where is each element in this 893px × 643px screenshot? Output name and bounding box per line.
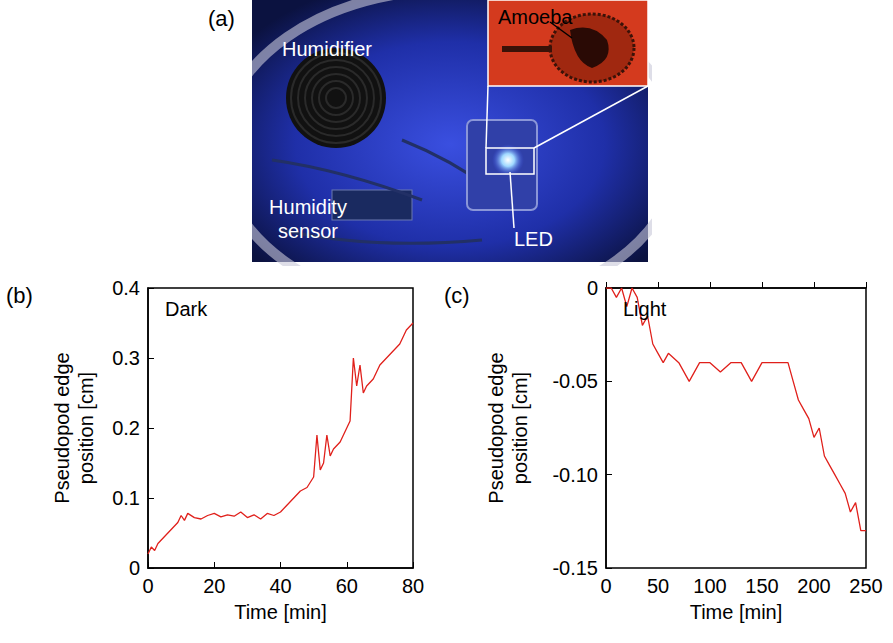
svg-text:Time [min]: Time [min]: [690, 601, 783, 623]
svg-text:LED: LED: [514, 228, 553, 250]
svg-text:60: 60: [336, 575, 358, 597]
html-text:(a): (a): [208, 6, 235, 31]
svg-text:position [cm]: position [cm]: [509, 372, 531, 484]
svg-text:200: 200: [797, 575, 830, 597]
svg-text:Amoeba: Amoeba: [498, 6, 573, 28]
svg-text:150: 150: [745, 575, 778, 597]
svg-text:Humiditysensor: Humiditysensor: [269, 196, 347, 242]
svg-text:-0.05: -0.05: [552, 370, 598, 392]
svg-text:50: 50: [647, 575, 669, 597]
svg-text:250: 250: [849, 575, 882, 597]
svg-text:Humidifier: Humidifier: [282, 38, 372, 60]
svg-text:0: 0: [600, 575, 611, 597]
svg-text:40: 40: [269, 575, 291, 597]
svg-text:20: 20: [203, 575, 225, 597]
svg-text:Light: Light: [623, 298, 667, 320]
svg-text:80: 80: [402, 575, 424, 597]
svg-text:position [cm]: position [cm]: [75, 372, 97, 484]
svg-text:0.4: 0.4: [112, 277, 140, 299]
html-text:(b): (b): [6, 283, 33, 308]
svg-text:-0.15: -0.15: [552, 557, 598, 579]
svg-text:100: 100: [693, 575, 726, 597]
svg-text:0: 0: [129, 557, 140, 579]
svg-text:-0.10: -0.10: [552, 464, 598, 486]
svg-text:0.1: 0.1: [112, 487, 140, 509]
svg-text:Time [min]: Time [min]: [234, 601, 327, 623]
html-text:(c): (c): [444, 283, 470, 308]
svg-text:Pseudopod edge: Pseudopod edge: [485, 352, 507, 503]
svg-text:0: 0: [587, 277, 598, 299]
svg-text:0.3: 0.3: [112, 347, 140, 369]
svg-text:Dark: Dark: [165, 298, 208, 320]
svg-text:0.2: 0.2: [112, 417, 140, 439]
svg-text:Pseudopod edge: Pseudopod edge: [51, 352, 73, 503]
svg-text:0: 0: [142, 575, 153, 597]
